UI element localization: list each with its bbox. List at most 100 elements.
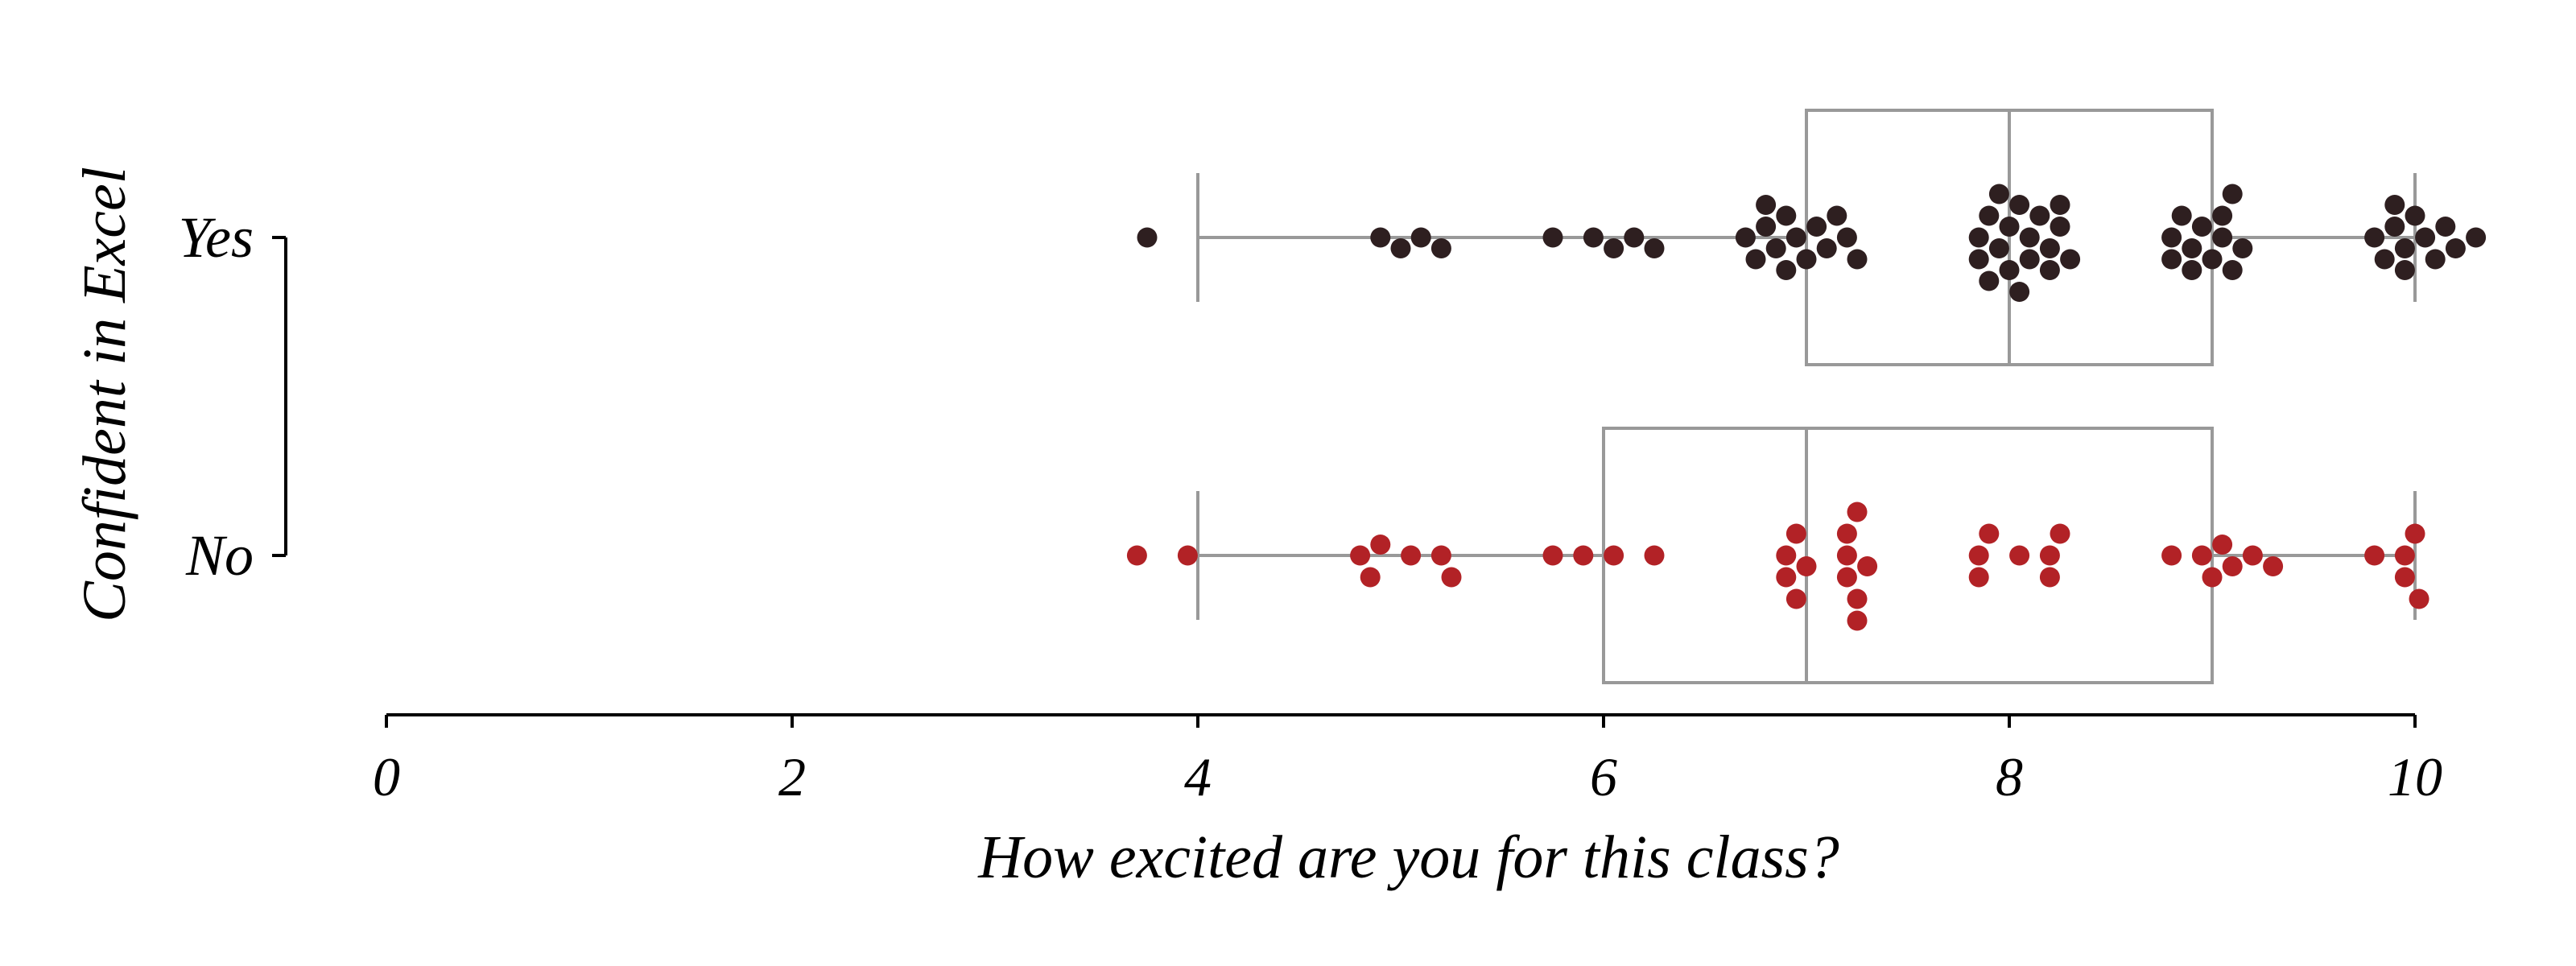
- point-no-38: [2364, 545, 2385, 566]
- point-yes-17: [1785, 227, 1806, 248]
- series-no: [1126, 427, 2429, 684]
- point-no-24: [1968, 545, 1989, 566]
- point-yes-53: [2232, 238, 2253, 258]
- point-yes-8: [1624, 227, 1645, 248]
- y-axis-title: Confident in Excel: [71, 167, 138, 622]
- point-yes-6: [1583, 227, 1604, 248]
- point-yes-10: [1735, 227, 1756, 248]
- point-yes-39: [2050, 217, 2070, 237]
- point-no-11: [1644, 545, 1665, 566]
- point-yes-13: [1756, 195, 1777, 215]
- point-yes-64: [2445, 238, 2466, 258]
- point-yes-43: [2161, 249, 2182, 270]
- point-yes-4: [1430, 238, 1451, 258]
- point-yes-38: [2039, 260, 2060, 280]
- point-yes-48: [2202, 249, 2223, 270]
- point-no-32: [2191, 545, 2212, 566]
- x-tick-label-10: 10: [2388, 746, 2442, 807]
- point-yes-34: [2019, 227, 2040, 248]
- point-yes-55: [2374, 249, 2395, 270]
- point-yes-37: [2039, 238, 2060, 258]
- box-no: [1602, 427, 2214, 684]
- point-yes-1: [1370, 227, 1391, 248]
- point-yes-9: [1644, 238, 1665, 258]
- y-axis: Yes No: [179, 205, 287, 588]
- point-yes-18: [1796, 249, 1817, 270]
- point-yes-0: [1137, 227, 1158, 248]
- point-yes-24: [1968, 227, 1989, 248]
- point-no-21: [1847, 502, 1868, 522]
- x-tick-label-0: 0: [373, 746, 400, 807]
- x-axis: 0 2 4 6 8 10: [373, 713, 2442, 807]
- point-no-1: [1177, 545, 1198, 566]
- point-yes-51: [2222, 260, 2243, 280]
- point-yes-49: [2212, 227, 2233, 248]
- series-yes: [1137, 109, 2487, 366]
- point-yes-52: [2222, 184, 2243, 204]
- point-yes-5: [1542, 227, 1563, 248]
- point-yes-26: [1979, 205, 2000, 226]
- point-yes-62: [2425, 249, 2446, 270]
- point-yes-23: [1847, 249, 1868, 270]
- point-yes-63: [2435, 217, 2456, 237]
- point-no-35: [2222, 556, 2243, 576]
- point-no-2: [1350, 545, 1371, 566]
- point-yes-30: [1999, 217, 2020, 237]
- point-no-7: [1441, 567, 1462, 588]
- point-no-27: [2009, 545, 2030, 566]
- point-yes-25: [1968, 249, 1989, 270]
- point-yes-15: [1776, 205, 1797, 226]
- point-no-40: [2394, 567, 2415, 588]
- point-no-3: [1360, 567, 1381, 588]
- point-yes-56: [2384, 217, 2405, 237]
- point-yes-32: [2009, 195, 2030, 215]
- point-yes-42: [2161, 227, 2182, 248]
- point-yes-41: [2060, 249, 2081, 270]
- x-tick-label-4: 4: [1184, 746, 1212, 807]
- point-yes-33: [2009, 282, 2030, 302]
- point-no-41: [2405, 523, 2425, 544]
- point-yes-22: [1836, 227, 1857, 248]
- point-no-0: [1126, 545, 1147, 566]
- point-yes-27: [1979, 270, 2000, 291]
- point-yes-21: [1827, 205, 1847, 226]
- point-yes-57: [2384, 195, 2405, 215]
- point-yes-47: [2191, 217, 2212, 237]
- point-yes-12: [1756, 217, 1777, 237]
- point-no-10: [1604, 545, 1624, 566]
- y-tick-label-yes: Yes: [179, 205, 254, 270]
- x-tick-label-8: 8: [1996, 746, 2023, 807]
- point-yes-46: [2182, 260, 2202, 280]
- point-no-25: [1968, 567, 1989, 588]
- x-tick-label-6: 6: [1590, 746, 1617, 807]
- point-yes-59: [2394, 260, 2415, 280]
- point-no-34: [2212, 535, 2233, 555]
- point-no-36: [2242, 545, 2263, 566]
- point-yes-65: [2466, 227, 2487, 248]
- point-no-17: [1836, 545, 1857, 566]
- point-yes-45: [2182, 238, 2202, 258]
- point-no-23: [1857, 556, 1878, 576]
- point-no-5: [1401, 545, 1422, 566]
- point-no-15: [1785, 588, 1806, 609]
- point-yes-14: [1765, 238, 1786, 258]
- point-no-16: [1796, 556, 1817, 576]
- point-yes-54: [2364, 227, 2385, 248]
- point-no-4: [1370, 535, 1391, 555]
- point-yes-16: [1776, 260, 1797, 280]
- point-no-33: [2202, 567, 2223, 588]
- point-no-31: [2161, 545, 2182, 566]
- point-no-8: [1542, 545, 1563, 566]
- point-yes-7: [1604, 238, 1624, 258]
- x-axis-title: How excited are you for this class?: [977, 824, 1839, 891]
- point-no-6: [1430, 545, 1451, 566]
- point-no-22: [1847, 610, 1868, 631]
- point-yes-31: [1999, 260, 2020, 280]
- point-yes-44: [2171, 205, 2192, 226]
- point-yes-50: [2212, 205, 2233, 226]
- point-yes-28: [1988, 238, 2009, 258]
- point-no-9: [1573, 545, 1594, 566]
- point-yes-60: [2405, 205, 2425, 226]
- point-yes-3: [1410, 227, 1431, 248]
